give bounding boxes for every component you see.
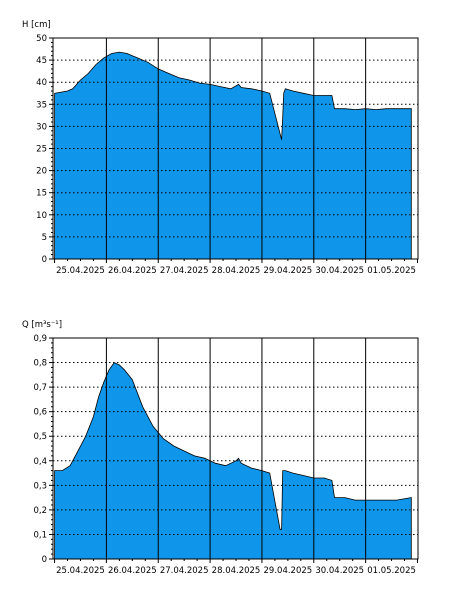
y-tick-label: 45 — [36, 56, 47, 66]
y-tick-label: 20 — [36, 167, 47, 177]
y-tick-label: 10 — [36, 211, 47, 221]
y-tick-label: 0,4 — [33, 457, 47, 467]
y-tick-label: 0 — [42, 555, 47, 565]
y-tick-label: 30 — [36, 122, 47, 132]
y-tick-label: 0 — [42, 255, 47, 265]
y-tick-label: 0,3 — [33, 481, 47, 491]
plot-frame — [52, 337, 419, 560]
x-day-label: 26.04.2025 — [108, 266, 157, 276]
y-tick-label: 0,1 — [33, 530, 47, 540]
y-tick-label: 0,5 — [33, 432, 47, 442]
x-day-label: 30.04.2025 — [315, 566, 364, 576]
x-day-label: 26.04.2025 — [108, 566, 157, 576]
chart-2: 0 0,1 0,2 0,3 0,4 0,5 0,6 0,7 0,8 0,9 Q [m³s⁻¹] 25.… — [22, 320, 419, 576]
y-tick-label: 40 — [36, 78, 47, 88]
y-tick-label: 25 — [36, 145, 47, 155]
y-tick-label: 0,2 — [33, 506, 47, 516]
x-day-label: 27.04.2025 — [160, 566, 209, 576]
y-tick-label: 35 — [36, 100, 47, 110]
y-tick-label: 5 — [42, 233, 47, 243]
y-tick-label: 0,9 — [33, 334, 47, 344]
x-day-label: 27.04.2025 — [160, 266, 209, 276]
x-day-label: 01.05.2025 — [367, 566, 416, 576]
y-tick-label: 50 — [36, 34, 47, 44]
y-tick-label: 0,6 — [33, 408, 47, 418]
y-tick-label: 15 — [36, 189, 47, 199]
x-day-label: 29.04.2025 — [264, 566, 313, 576]
y-axis-title: Q [m³s⁻¹] — [22, 320, 62, 330]
chart-1: 0 5 10 15 20 25 30 35 40 45 50 H [cm] 25.04.2025 26.0… — [22, 20, 419, 276]
x-day-label: 25.04.2025 — [56, 566, 105, 576]
y-tick-label: 0,8 — [33, 359, 47, 369]
x-day-label: 29.04.2025 — [264, 266, 313, 276]
x-day-label: 28.04.2025 — [212, 266, 261, 276]
x-day-label: 28.04.2025 — [212, 566, 261, 576]
x-day-label: 25.04.2025 — [56, 266, 105, 276]
x-day-label: 01.05.2025 — [367, 266, 416, 276]
y-axis-title: H [cm] — [22, 20, 51, 30]
y-tick-label: 0,7 — [33, 383, 47, 393]
x-day-label: 30.04.2025 — [315, 266, 364, 276]
